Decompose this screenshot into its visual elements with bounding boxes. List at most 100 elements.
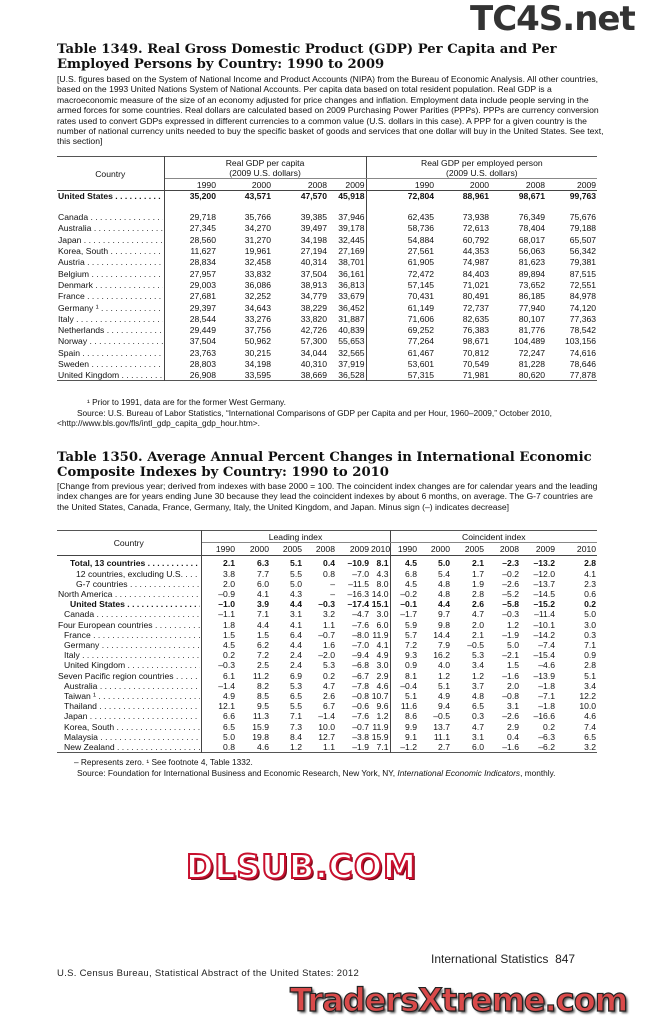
value-cell: – — [330, 588, 335, 599]
table-row: Canada –1.1 7.1 3.1 3.2 –4.73.0 –1.7 9.7 4.7 –0.3… — [57, 609, 597, 620]
value-cell: 8.1 — [405, 670, 417, 681]
value-cell: 2.6 — [323, 690, 335, 701]
value-cell: 5.0 — [507, 639, 519, 650]
watermark-top: TC4S.net — [470, 0, 636, 39]
country-cell: Malaysia — [57, 731, 202, 742]
table-1350: Country Leading index Coincident index 1… — [57, 530, 598, 753]
value-cell: 39,178 — [328, 222, 367, 235]
year-header: 2000 — [430, 544, 450, 554]
value-cell: –4.6 — [538, 660, 555, 671]
value-cell: 19,961 — [244, 246, 271, 257]
value-cell: –13.9 — [533, 670, 555, 681]
value-cell: 45,918 — [328, 190, 367, 212]
country-cell: Norway — [57, 335, 165, 348]
country-name: Taiwan ¹ — [64, 691, 200, 701]
value-cell: 3.0 — [370, 609, 391, 620]
value-cell: 15.9 — [370, 731, 391, 742]
country-name: Korea, South — [64, 722, 200, 732]
page-footer-right: International Statistics 847 — [431, 952, 575, 966]
value-cell: 3.1 — [290, 609, 302, 620]
value-cell: 71,606 — [407, 313, 435, 324]
value-cell: 10.0 — [579, 701, 597, 712]
value-cell: 5.9 — [405, 619, 417, 630]
country-cell: 12 countries, excluding U.S. — [57, 568, 202, 579]
value-cell: 3.7 — [472, 680, 484, 691]
country-name: France — [64, 630, 200, 640]
table-row: United States –1.0 3.9 4.4 –0.3 –17.415.1 –0.1… — [57, 599, 597, 610]
country-cell: United Kingdom — [57, 660, 202, 671]
value-cell: –4.7 — [352, 609, 369, 620]
value-cell: 3.2 — [584, 741, 597, 752]
value-cell: 27,345 — [189, 223, 216, 234]
country-cell: Thailand — [57, 701, 202, 712]
value-cell: 1.8 — [223, 619, 235, 630]
value-cell: 88,961 — [462, 191, 490, 201]
value-cell: 9.4 — [438, 701, 450, 712]
value-cell: 61,467 — [407, 347, 435, 358]
value-cell: 37,919 — [328, 358, 367, 370]
value-cell: 35,766 — [244, 212, 271, 223]
country-cell: Canada — [57, 609, 202, 620]
value-cell: 11.1 — [433, 731, 450, 742]
country-cell: North America — [57, 588, 202, 600]
value-cell: 72,737 — [462, 302, 490, 313]
value-cell: 6.2 — [257, 639, 269, 650]
value-cell: 28,834 — [189, 257, 216, 268]
value-cell: 6.6 — [223, 711, 235, 722]
country-name: Spain — [58, 348, 163, 358]
value-cell: 3.2 — [323, 609, 335, 620]
value-cell: 5.1 — [405, 690, 417, 701]
value-cell: 4.0 — [438, 660, 450, 671]
year-header: 2009 — [328, 178, 367, 191]
value-cell: 2.9 — [370, 670, 391, 681]
value-cell: 3.4 — [584, 680, 597, 691]
value-cell: 4.8 — [438, 588, 450, 599]
value-cell: 57,145 — [407, 279, 435, 290]
value-cell: 7.2 — [257, 650, 269, 661]
value-cell: 4.6 — [370, 680, 391, 691]
value-cell: 80,491 — [462, 291, 490, 302]
value-cell: –0.8 — [502, 690, 519, 701]
value-cell: –2.6 — [502, 578, 519, 589]
value-cell: 27,561 — [407, 246, 435, 257]
country-name: Korea, South — [58, 246, 163, 256]
value-cell: 29,718 — [189, 212, 216, 223]
country-name: Italy — [58, 314, 163, 324]
year-header: 1990 — [414, 179, 435, 190]
value-cell: 50,962 — [244, 336, 271, 347]
year-header: 1990 — [397, 544, 417, 554]
value-cell: 0.3 — [584, 629, 597, 640]
table-1349-footnote: ¹ Prior to 1991, data are for the former… — [87, 397, 286, 407]
value-cell: 0.2 — [584, 599, 597, 610]
table-row: Taiwan ¹4.98.56.52.6–0.810.75.14.94.8–0.… — [57, 690, 597, 702]
value-cell: 28,560 — [189, 234, 216, 245]
value-cell: 37,504 — [300, 268, 327, 279]
value-cell: –0.7 — [318, 629, 335, 640]
year-header: 2009 — [535, 544, 555, 554]
value-cell: 70,812 — [462, 347, 490, 358]
value-cell: 6.0 — [257, 578, 269, 589]
value-cell: 1.5 — [257, 629, 269, 640]
value-cell: –0.3 — [318, 599, 335, 610]
value-cell: 8.1 — [370, 555, 391, 569]
value-cell: 38,701 — [328, 256, 367, 268]
value-cell: 58,736 — [407, 223, 435, 234]
value-cell: 4.9 — [370, 650, 391, 661]
value-cell: –1.1 — [218, 609, 235, 620]
value-cell: 40,839 — [328, 324, 367, 336]
value-cell: 34,270 — [244, 223, 271, 234]
table-1350-source: Source: Foundation for International Bus… — [57, 768, 602, 778]
value-cell: 27,957 — [189, 268, 216, 279]
country-cell: G-7 countries — [57, 578, 202, 589]
country-name: Denmark — [58, 280, 163, 290]
value-cell: –7.6 — [352, 619, 369, 630]
watermark-bottom: TradersXtreme.com — [289, 981, 628, 1019]
value-cell: 5.5 — [290, 568, 302, 579]
value-cell: –1.6 — [502, 670, 519, 681]
value-cell: 74,120 — [569, 302, 597, 313]
value-cell: 28,544 — [189, 313, 216, 324]
